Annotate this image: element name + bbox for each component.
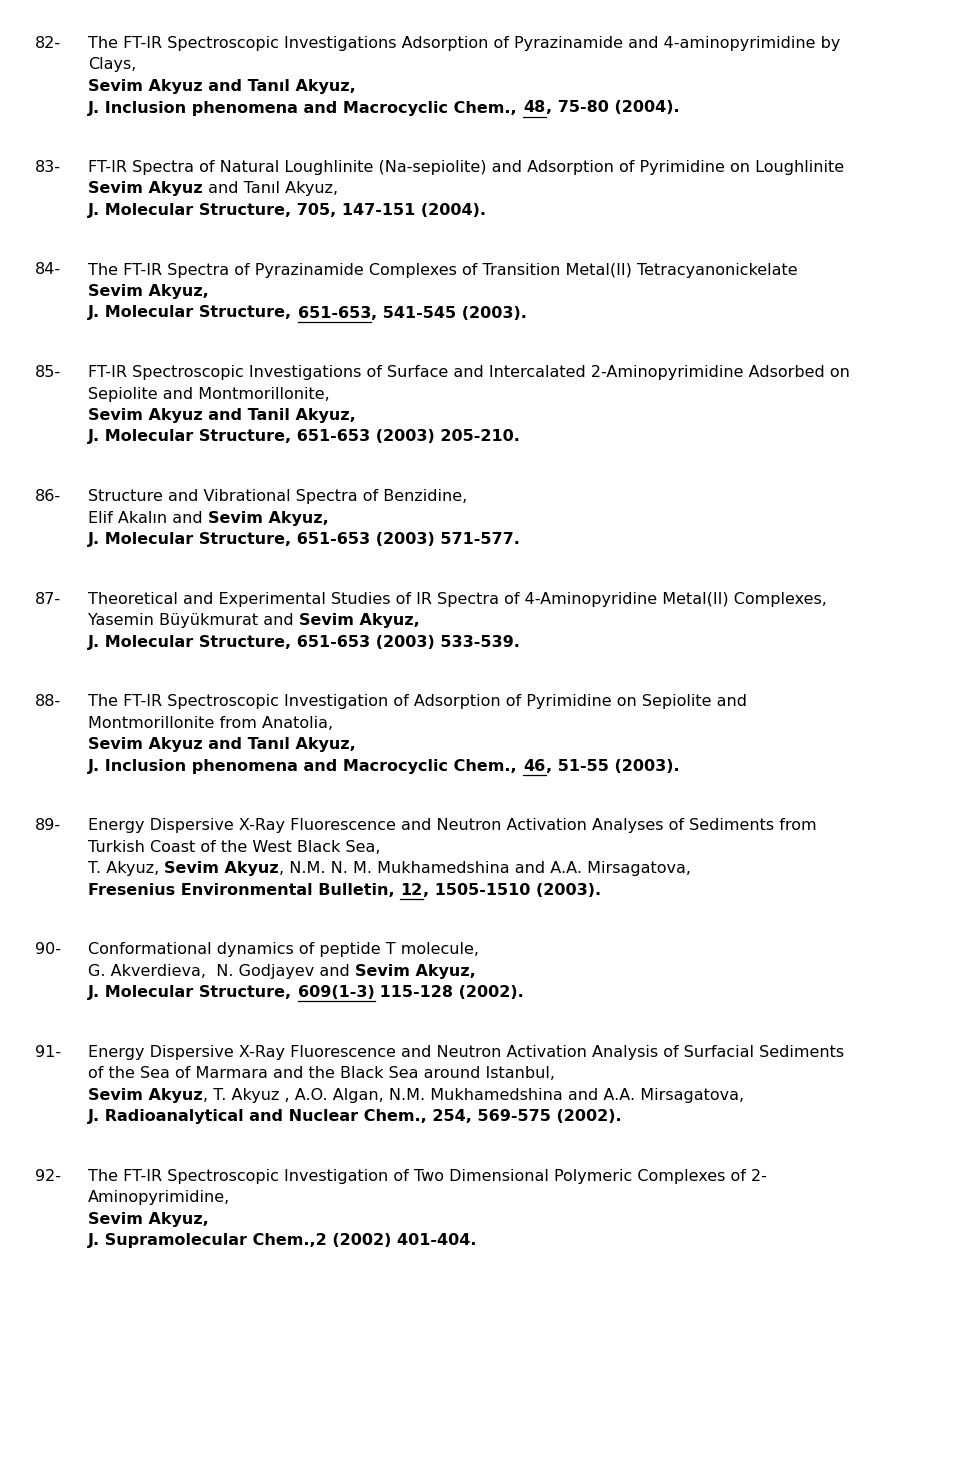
- Text: Fresenius Environmental Bulletin,: Fresenius Environmental Bulletin,: [88, 883, 400, 897]
- Text: 90-: 90-: [35, 941, 61, 958]
- Text: , N.M. N. M. Mukhamedshina and A.A. Mirsagatova,: , N.M. N. M. Mukhamedshina and A.A. Mirs…: [279, 861, 691, 877]
- Text: J. Molecular Structure, 651-653 (2003) 571-577.: J. Molecular Structure, 651-653 (2003) 5…: [88, 533, 521, 547]
- Text: 86-: 86-: [35, 488, 61, 505]
- Text: Sevim Akyuz,: Sevim Akyuz,: [88, 1212, 208, 1227]
- Text: J. Inclusion phenomena and Macrocyclic Chem.,: J. Inclusion phenomena and Macrocyclic C…: [88, 759, 523, 774]
- Text: 89-: 89-: [35, 818, 61, 833]
- Text: The FT-IR Spectra of Pyrazinamide Complexes of Transition Metal(II) Tetracyanoni: The FT-IR Spectra of Pyrazinamide Comple…: [88, 262, 798, 278]
- Text: 88-: 88-: [35, 694, 61, 709]
- Text: 115-128 (2002).: 115-128 (2002).: [374, 986, 524, 1000]
- Text: 87-: 87-: [35, 591, 61, 606]
- Text: Aminopyrimidine,: Aminopyrimidine,: [88, 1190, 230, 1205]
- Text: Theoretical and Experimental Studies of IR Spectra of 4-Aminopyridine Metal(II) : Theoretical and Experimental Studies of …: [88, 591, 827, 606]
- Text: , 1505-1510 (2003).: , 1505-1510 (2003).: [422, 883, 601, 897]
- Text: J. Molecular Structure, 651-653 (2003) 533-539.: J. Molecular Structure, 651-653 (2003) 5…: [88, 634, 521, 650]
- Text: T. Akyuz,: T. Akyuz,: [88, 861, 164, 877]
- Text: FT-IR Spectra of Natural Loughlinite (Na-sepiolite) and Adsorption of Pyrimidine: FT-IR Spectra of Natural Loughlinite (Na…: [88, 160, 844, 175]
- Text: 92-: 92-: [35, 1168, 61, 1184]
- Text: Conformational dynamics of peptide T molecule,: Conformational dynamics of peptide T mol…: [88, 941, 479, 958]
- Text: Sevim Akyuz,: Sevim Akyuz,: [355, 964, 475, 978]
- Text: Sevim Akyuz: Sevim Akyuz: [164, 861, 279, 877]
- Text: Sevim Akyuz and Tanıl Akyuz,: Sevim Akyuz and Tanıl Akyuz,: [88, 79, 356, 94]
- Text: Sevim Akyuz: Sevim Akyuz: [88, 1087, 203, 1102]
- Text: Montmorillonite from Anatolia,: Montmorillonite from Anatolia,: [88, 715, 333, 731]
- Text: Sevim Akyuz and Tanil Akyuz,: Sevim Akyuz and Tanil Akyuz,: [88, 407, 356, 424]
- Text: 85-: 85-: [35, 365, 61, 380]
- Text: The FT-IR Spectroscopic Investigation of Two Dimensional Polymeric Complexes of : The FT-IR Spectroscopic Investigation of…: [88, 1168, 767, 1184]
- Text: , 541-545 (2003).: , 541-545 (2003).: [372, 306, 527, 321]
- Text: J. Inclusion phenomena and Macrocyclic Chem.,: J. Inclusion phenomena and Macrocyclic C…: [88, 100, 523, 116]
- Text: J. Radioanalytical and Nuclear Chem., 254, 569-575 (2002).: J. Radioanalytical and Nuclear Chem., 25…: [88, 1109, 623, 1124]
- Text: J. Molecular Structure, 705, 147-151 (2004).: J. Molecular Structure, 705, 147-151 (20…: [88, 203, 487, 218]
- Text: Sevim Akyuz,: Sevim Akyuz,: [207, 510, 328, 525]
- Text: , 51-55 (2003).: , 51-55 (2003).: [545, 759, 679, 774]
- Text: , T. Akyuz , A.O. Algan, N.M. Mukhamedshina and A.A. Mirsagatova,: , T. Akyuz , A.O. Algan, N.M. Mukhamedsh…: [203, 1087, 744, 1102]
- Text: Sepiolite and Montmorillonite,: Sepiolite and Montmorillonite,: [88, 387, 329, 402]
- Text: J. Molecular Structure, 651-653 (2003) 205-210.: J. Molecular Structure, 651-653 (2003) 2…: [88, 430, 521, 444]
- Text: Turkish Coast of the West Black Sea,: Turkish Coast of the West Black Sea,: [88, 840, 380, 855]
- Text: J. Molecular Structure,: J. Molecular Structure,: [88, 306, 298, 321]
- Text: 46: 46: [523, 759, 545, 774]
- Text: 48: 48: [523, 100, 545, 116]
- Text: Sevim Akyuz,: Sevim Akyuz,: [88, 284, 208, 299]
- Text: Elif Akalın and: Elif Akalın and: [88, 510, 207, 525]
- Text: The FT-IR Spectroscopic Investigations Adsorption of Pyrazinamide and 4-aminopyr: The FT-IR Spectroscopic Investigations A…: [88, 35, 840, 51]
- Text: 84-: 84-: [35, 262, 61, 278]
- Text: Energy Dispersive X-Ray Fluorescence and Neutron Activation Analysis of Surfacia: Energy Dispersive X-Ray Fluorescence and…: [88, 1044, 844, 1059]
- Text: Sevim Akyuz: Sevim Akyuz: [88, 181, 203, 197]
- Text: 12: 12: [400, 883, 422, 897]
- Text: 83-: 83-: [35, 160, 61, 175]
- Text: Yasemin Büyükmurat and: Yasemin Büyükmurat and: [88, 613, 299, 628]
- Text: and Tanıl Akyuz,: and Tanıl Akyuz,: [203, 181, 338, 197]
- Text: The FT-IR Spectroscopic Investigation of Adsorption of Pyrimidine on Sepiolite a: The FT-IR Spectroscopic Investigation of…: [88, 694, 747, 709]
- Text: 651-653: 651-653: [298, 306, 372, 321]
- Text: J. Molecular Structure,: J. Molecular Structure,: [88, 986, 298, 1000]
- Text: Sevim Akyuz and Tanıl Akyuz,: Sevim Akyuz and Tanıl Akyuz,: [88, 737, 356, 752]
- Text: Clays,: Clays,: [88, 57, 136, 72]
- Text: 91-: 91-: [35, 1044, 61, 1059]
- Text: of the Sea of Marmara and the Black Sea around Istanbul,: of the Sea of Marmara and the Black Sea …: [88, 1066, 555, 1081]
- Text: G. Akverdieva,  N. Godjayev and: G. Akverdieva, N. Godjayev and: [88, 964, 355, 978]
- Text: FT-IR Spectroscopic Investigations of Surface and Intercalated 2-Aminopyrimidine: FT-IR Spectroscopic Investigations of Su…: [88, 365, 850, 380]
- Text: , 75-80 (2004).: , 75-80 (2004).: [545, 100, 679, 116]
- Text: J. Supramolecular Chem.,2 (2002) 401-404.: J. Supramolecular Chem.,2 (2002) 401-404…: [88, 1233, 477, 1247]
- Text: 82-: 82-: [35, 35, 61, 51]
- Text: Sevim Akyuz,: Sevim Akyuz,: [299, 613, 420, 628]
- Text: Structure and Vibrational Spectra of Benzidine,: Structure and Vibrational Spectra of Ben…: [88, 488, 468, 505]
- Text: Energy Dispersive X-Ray Fluorescence and Neutron Activation Analyses of Sediment: Energy Dispersive X-Ray Fluorescence and…: [88, 818, 817, 833]
- Text: 609(1-3): 609(1-3): [298, 986, 374, 1000]
